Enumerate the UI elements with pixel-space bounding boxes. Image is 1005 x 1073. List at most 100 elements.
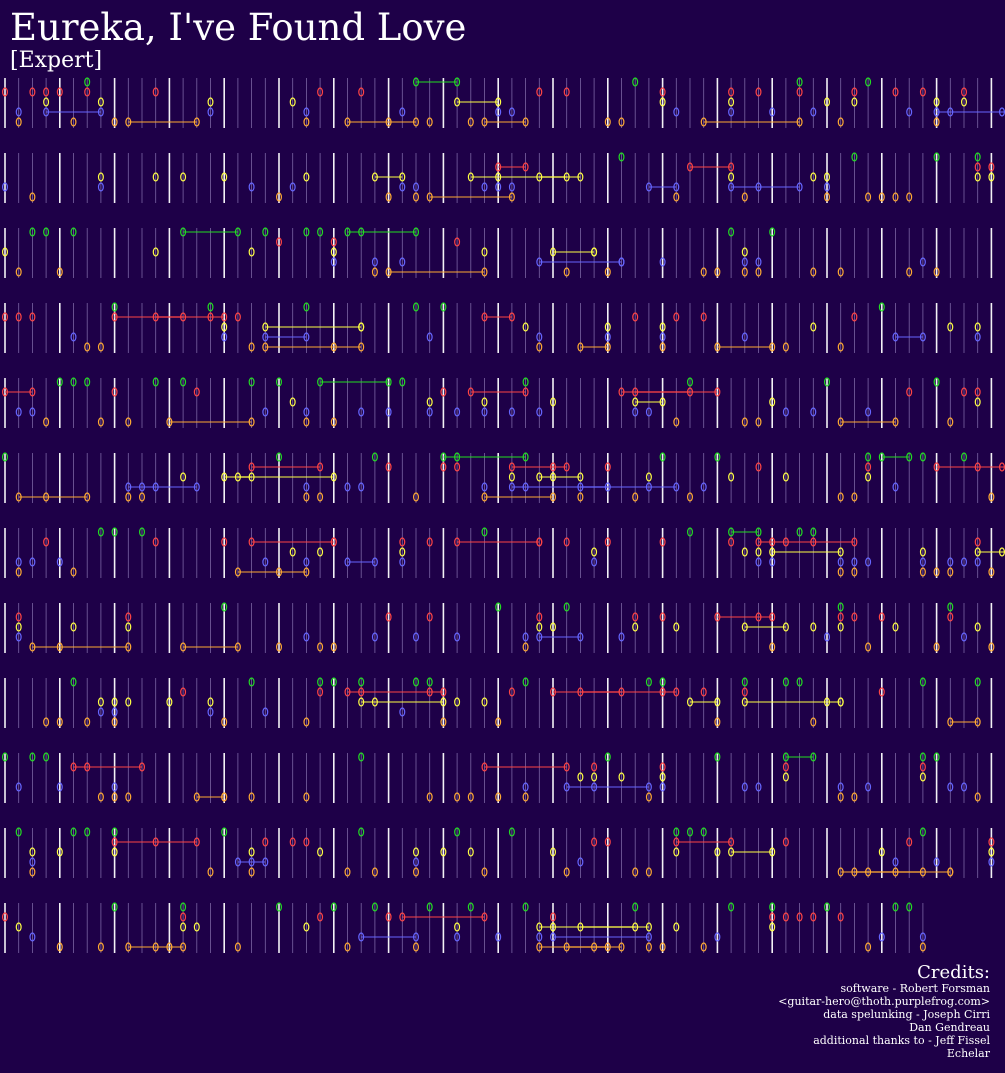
note <box>823 182 830 192</box>
note <box>645 867 652 877</box>
note <box>495 602 502 612</box>
note <box>276 237 283 247</box>
note <box>837 912 844 922</box>
note <box>810 322 817 332</box>
note <box>180 642 187 652</box>
note <box>440 452 447 462</box>
note <box>933 107 940 117</box>
note <box>358 752 365 762</box>
note <box>70 827 77 837</box>
note <box>919 87 926 97</box>
note <box>495 162 502 172</box>
note <box>454 77 461 87</box>
note <box>15 622 22 632</box>
note <box>988 847 995 857</box>
note <box>549 922 556 932</box>
note <box>865 642 872 652</box>
note <box>728 847 735 857</box>
note <box>837 792 844 802</box>
note <box>495 97 502 107</box>
note <box>440 697 447 707</box>
note <box>358 482 365 492</box>
note <box>632 407 639 417</box>
note <box>659 782 666 792</box>
note <box>481 267 488 277</box>
note <box>974 172 981 182</box>
note <box>139 762 146 772</box>
note <box>508 482 515 492</box>
note <box>823 377 830 387</box>
note <box>508 312 515 322</box>
note <box>70 677 77 687</box>
note <box>988 857 995 867</box>
note <box>878 452 885 462</box>
note <box>591 547 598 557</box>
note <box>796 527 803 537</box>
note <box>714 932 721 942</box>
note <box>769 227 776 237</box>
note <box>865 407 872 417</box>
note <box>303 302 310 312</box>
note <box>522 377 529 387</box>
note <box>632 77 639 87</box>
note <box>125 482 132 492</box>
note <box>207 97 214 107</box>
note <box>152 87 159 97</box>
note <box>851 567 858 577</box>
note <box>536 472 543 482</box>
note <box>15 632 22 642</box>
note <box>865 782 872 792</box>
note <box>481 312 488 322</box>
note <box>358 322 365 332</box>
note <box>837 782 844 792</box>
note <box>837 342 844 352</box>
note <box>56 717 63 727</box>
note <box>810 407 817 417</box>
note <box>604 537 611 547</box>
note <box>686 697 693 707</box>
note <box>919 567 926 577</box>
note <box>303 567 310 577</box>
note <box>522 792 529 802</box>
note <box>262 322 269 332</box>
note <box>180 942 187 952</box>
note <box>988 567 995 577</box>
note <box>796 912 803 922</box>
note <box>180 912 187 922</box>
note <box>152 537 159 547</box>
note <box>43 752 50 762</box>
note <box>536 342 543 352</box>
note <box>317 462 324 472</box>
note <box>303 117 310 127</box>
note <box>97 342 104 352</box>
note <box>878 687 885 697</box>
note <box>1 752 9 762</box>
note <box>358 342 365 352</box>
note <box>645 407 652 417</box>
note <box>549 492 556 502</box>
note <box>413 677 420 687</box>
note <box>262 407 269 417</box>
note <box>919 332 926 342</box>
note <box>29 932 36 942</box>
note <box>125 642 132 652</box>
note <box>248 537 255 547</box>
note <box>262 342 269 352</box>
note <box>892 87 899 97</box>
note <box>426 117 433 127</box>
note-row <box>4 677 993 728</box>
note <box>714 612 721 622</box>
note <box>878 612 885 622</box>
note <box>865 462 872 472</box>
note <box>728 87 735 97</box>
note <box>399 107 406 117</box>
note <box>139 527 146 537</box>
note <box>536 942 543 952</box>
note <box>686 387 693 397</box>
note <box>111 697 118 707</box>
note <box>837 602 844 612</box>
note <box>1 387 9 397</box>
note <box>960 452 967 462</box>
note <box>810 717 817 727</box>
note <box>700 482 707 492</box>
